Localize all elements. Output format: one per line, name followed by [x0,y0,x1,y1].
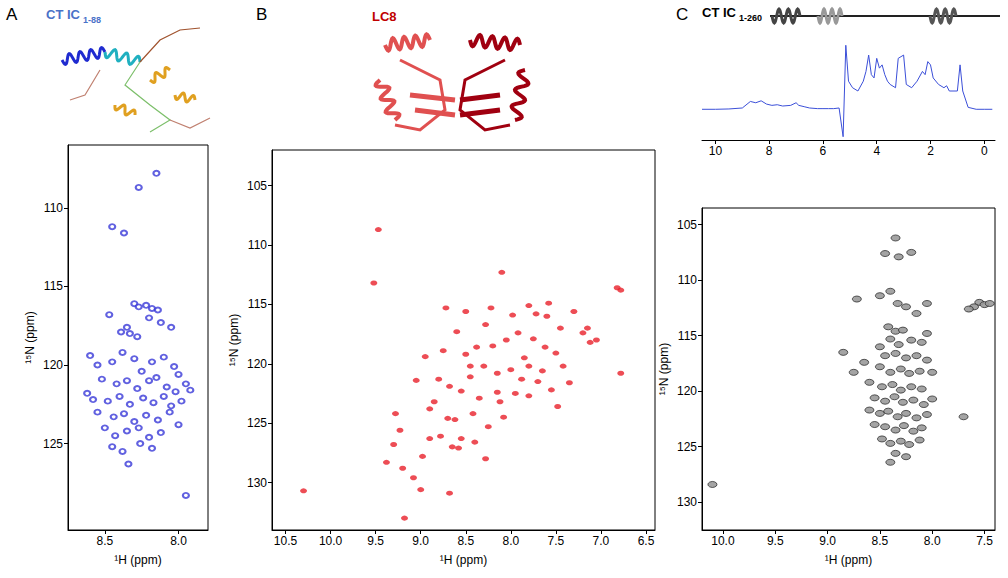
svg-text:10: 10 [709,144,723,158]
svg-text:125: 125 [43,437,63,451]
svg-text:¹⁵N (ppm): ¹⁵N (ppm) [657,343,671,395]
svg-text:LC8: LC8 [372,9,397,24]
svg-text:2: 2 [927,144,934,158]
svg-text:7.5: 7.5 [548,534,565,548]
svg-text:4: 4 [873,144,880,158]
svg-text:130: 130 [247,476,267,490]
svg-text:110: 110 [44,201,63,215]
svg-text:120: 120 [677,384,697,398]
svg-text:8.5: 8.5 [872,534,889,548]
svg-text:110: 110 [678,273,697,287]
svg-text:110: 110 [248,238,267,252]
svg-text:125: 125 [677,440,697,454]
svg-text:¹H (ppm): ¹H (ppm) [440,553,487,567]
svg-text:115: 115 [44,279,63,293]
svg-text:CT IC: CT IC [46,7,81,22]
svg-text:9.5: 9.5 [367,534,384,548]
svg-text:8.0: 8.0 [502,534,519,548]
svg-text:9.0: 9.0 [412,534,429,548]
svg-text:6.5: 6.5 [638,534,655,548]
svg-text:8: 8 [766,144,773,158]
svg-text:115: 115 [678,329,697,343]
svg-text:105: 105 [247,179,267,193]
svg-text:10.0: 10.0 [319,534,343,548]
svg-text:6: 6 [820,144,827,158]
svg-text:¹H (ppm): ¹H (ppm) [114,553,161,567]
svg-text:CT IC: CT IC [702,5,737,20]
svg-text:1-260: 1-260 [739,13,762,23]
svg-text:105: 105 [677,218,697,232]
svg-text:7.5: 7.5 [976,534,993,548]
svg-text:¹H (ppm): ¹H (ppm) [825,553,872,567]
svg-text:8.5: 8.5 [457,534,474,548]
svg-text:10.5: 10.5 [274,534,298,548]
svg-text:0: 0 [981,144,988,158]
svg-text:120: 120 [247,357,267,371]
svg-text:¹⁵N (ppm): ¹⁵N (ppm) [23,311,37,363]
svg-text:1-88: 1-88 [83,15,101,25]
svg-text:8.0: 8.0 [924,534,941,548]
svg-text:A: A [6,5,18,24]
svg-text:B: B [256,5,267,24]
svg-text:9.0: 9.0 [819,534,836,548]
svg-text:8.0: 8.0 [170,534,187,548]
svg-text:130: 130 [677,495,697,509]
svg-text:9.5: 9.5 [767,534,784,548]
svg-text:10.0: 10.0 [711,534,735,548]
svg-text:120: 120 [43,358,63,372]
svg-text:7.0: 7.0 [593,534,610,548]
svg-text:¹⁵N (ppm): ¹⁵N (ppm) [227,314,241,366]
svg-text:115: 115 [248,297,267,311]
svg-text:C: C [676,5,688,24]
svg-text:8.5: 8.5 [96,534,113,548]
svg-text:125: 125 [247,416,267,430]
